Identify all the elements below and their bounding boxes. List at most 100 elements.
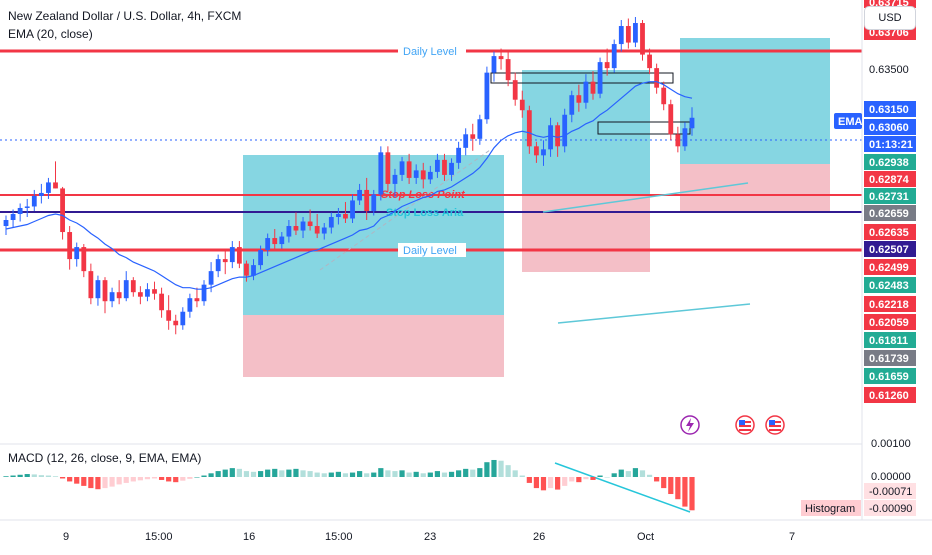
macd-bar[interactable]	[441, 472, 448, 477]
macd-bar[interactable]	[81, 477, 87, 486]
candle-up[interactable]	[300, 221, 306, 231]
macd-bar[interactable]	[505, 465, 511, 477]
macd-bar[interactable]	[257, 471, 264, 477]
candle-down[interactable]	[647, 54, 652, 69]
macd-bar[interactable]	[519, 475, 525, 477]
candle-down[interactable]	[67, 232, 73, 260]
candle-down[interactable]	[526, 110, 532, 147]
candle-up[interactable]	[74, 247, 80, 260]
candle-up[interactable]	[286, 226, 292, 237]
candle-up[interactable]	[463, 134, 469, 148]
ema-line[interactable]	[5, 81, 693, 290]
candle-down[interactable]	[498, 56, 504, 60]
candle-up[interactable]	[399, 161, 405, 175]
candle-up[interactable]	[689, 117, 695, 129]
macd-bar[interactable]	[547, 477, 554, 489]
macd-bar[interactable]	[314, 472, 320, 477]
candle-down[interactable]	[420, 170, 426, 180]
macd-bar[interactable]	[406, 472, 412, 477]
candle-down[interactable]	[159, 293, 164, 311]
candle-down[interactable]	[116, 292, 122, 299]
macd-bar[interactable]	[385, 470, 391, 477]
macd-bar[interactable]	[166, 477, 172, 482]
candle-up[interactable]	[427, 171, 433, 180]
candle-down[interactable]	[236, 247, 242, 264]
macd-bar[interactable]	[335, 471, 341, 477]
candle-down[interactable]	[307, 221, 313, 227]
candle-up[interactable]	[477, 119, 483, 139]
macd-bar[interactable]	[158, 477, 165, 480]
candle-down[interactable]	[293, 226, 299, 231]
macd-bar[interactable]	[67, 477, 73, 482]
candle-up[interactable]	[378, 152, 384, 195]
macd-bar[interactable]	[38, 475, 44, 477]
macd-bar[interactable]	[364, 473, 370, 477]
macd-bar[interactable]	[151, 477, 158, 479]
candle-down[interactable]	[166, 310, 172, 321]
profit-zone-3[interactable]	[680, 38, 830, 164]
macd-bar[interactable]	[625, 471, 631, 477]
macd-bar[interactable]	[10, 475, 16, 477]
macd-bar[interactable]	[130, 477, 136, 482]
candle-up[interactable]	[46, 182, 51, 193]
candle-up[interactable]	[449, 162, 454, 175]
time-axis[interactable]: 9 15:00 16 15:00 23 26 Oct 7	[63, 531, 795, 543]
candle-down[interactable]	[314, 226, 320, 234]
macd-bar[interactable]	[144, 477, 151, 480]
candle-up[interactable]	[562, 114, 568, 147]
macd-bar[interactable]	[569, 477, 575, 482]
candle-up[interactable]	[583, 81, 589, 103]
macd-bar[interactable]	[229, 468, 235, 477]
macd-bar[interactable]	[45, 475, 52, 477]
macd-bar[interactable]	[307, 471, 313, 477]
macd-bar[interactable]	[668, 477, 674, 495]
macd-bar[interactable]	[413, 471, 419, 477]
candle-up[interactable]	[371, 194, 377, 211]
macd-bar[interactable]	[300, 470, 306, 477]
candle-up[interactable]	[491, 56, 497, 73]
candle-down[interactable]	[406, 161, 412, 178]
candle-down[interactable]	[137, 292, 143, 297]
macd-bar[interactable]	[236, 468, 242, 477]
macd-bar[interactable]	[88, 477, 94, 489]
candle-up[interactable]	[145, 289, 150, 297]
macd-bar[interactable]	[371, 472, 377, 477]
candle-up[interactable]	[335, 213, 341, 217]
candle-up[interactable]	[541, 149, 546, 156]
macd-bar[interactable]	[675, 477, 681, 500]
macd-bar[interactable]	[498, 460, 504, 477]
macd-bar[interactable]	[272, 468, 278, 477]
macd-bar[interactable]	[357, 471, 363, 477]
candle-up[interactable]	[357, 189, 363, 201]
macd-bar[interactable]	[95, 477, 101, 490]
candle-up[interactable]	[123, 280, 129, 299]
macd-bar[interactable]	[321, 473, 327, 477]
candle-down[interactable]	[385, 152, 391, 184]
candle-down[interactable]	[102, 280, 108, 302]
candle-down[interactable]	[152, 289, 157, 294]
macd-bar[interactable]	[109, 477, 115, 487]
candle-up[interactable]	[392, 174, 398, 184]
candle-down[interactable]	[576, 95, 582, 103]
macd-bar[interactable]	[349, 472, 356, 477]
macd-bar[interactable]	[682, 477, 688, 507]
candle-up[interactable]	[258, 250, 263, 266]
candle-up[interactable]	[208, 271, 214, 285]
macd-bar[interactable]	[31, 474, 37, 477]
candle-up[interactable]	[31, 195, 37, 207]
candle-down[interactable]	[81, 247, 87, 272]
candle-down[interactable]	[173, 320, 179, 326]
macd-bar[interactable]	[194, 477, 200, 478]
macd-bar[interactable]	[456, 470, 462, 477]
macd-bar[interactable]	[378, 468, 384, 477]
candle-down[interactable]	[343, 213, 348, 219]
loss-zone-3[interactable]	[680, 164, 830, 212]
macd-bar[interactable]	[59, 477, 66, 479]
candle-down[interactable]	[519, 99, 525, 111]
macd-bar[interactable]	[646, 474, 653, 477]
macd-bar[interactable]	[583, 477, 589, 480]
candle-down[interactable]	[590, 81, 596, 94]
candle-up[interactable]	[350, 200, 355, 219]
candle-down[interactable]	[534, 146, 539, 156]
macd-bar[interactable]	[328, 472, 334, 477]
